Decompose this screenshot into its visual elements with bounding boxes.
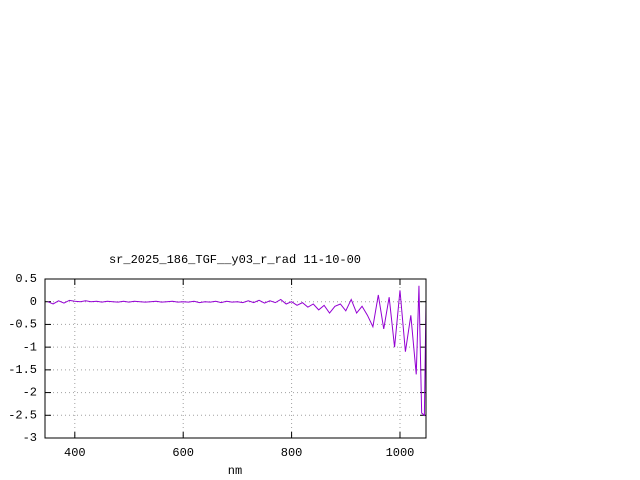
y-tick-label: -2	[23, 386, 37, 400]
x-tick-label: 1000	[386, 446, 415, 460]
y-tick-label: -1	[23, 340, 37, 354]
x-tick-label: 600	[172, 446, 194, 460]
y-tick-label: -0.5	[8, 318, 37, 332]
x-tick-label: 800	[281, 446, 303, 460]
y-tick-label: -3	[23, 431, 37, 445]
chart-title: sr_2025_186_TGF__y03_r_rad 11-10-00	[109, 253, 361, 267]
x-tick-label: 400	[64, 446, 86, 460]
y-tick-label: -2.5	[8, 408, 37, 422]
data-line	[47, 285, 427, 417]
y-tick-label: 0.5	[15, 272, 37, 286]
x-axis-label: nm	[228, 464, 242, 478]
y-tick-label: 0	[30, 295, 37, 309]
y-tick-label: -1.5	[8, 363, 37, 377]
plot-border	[44, 278, 427, 439]
